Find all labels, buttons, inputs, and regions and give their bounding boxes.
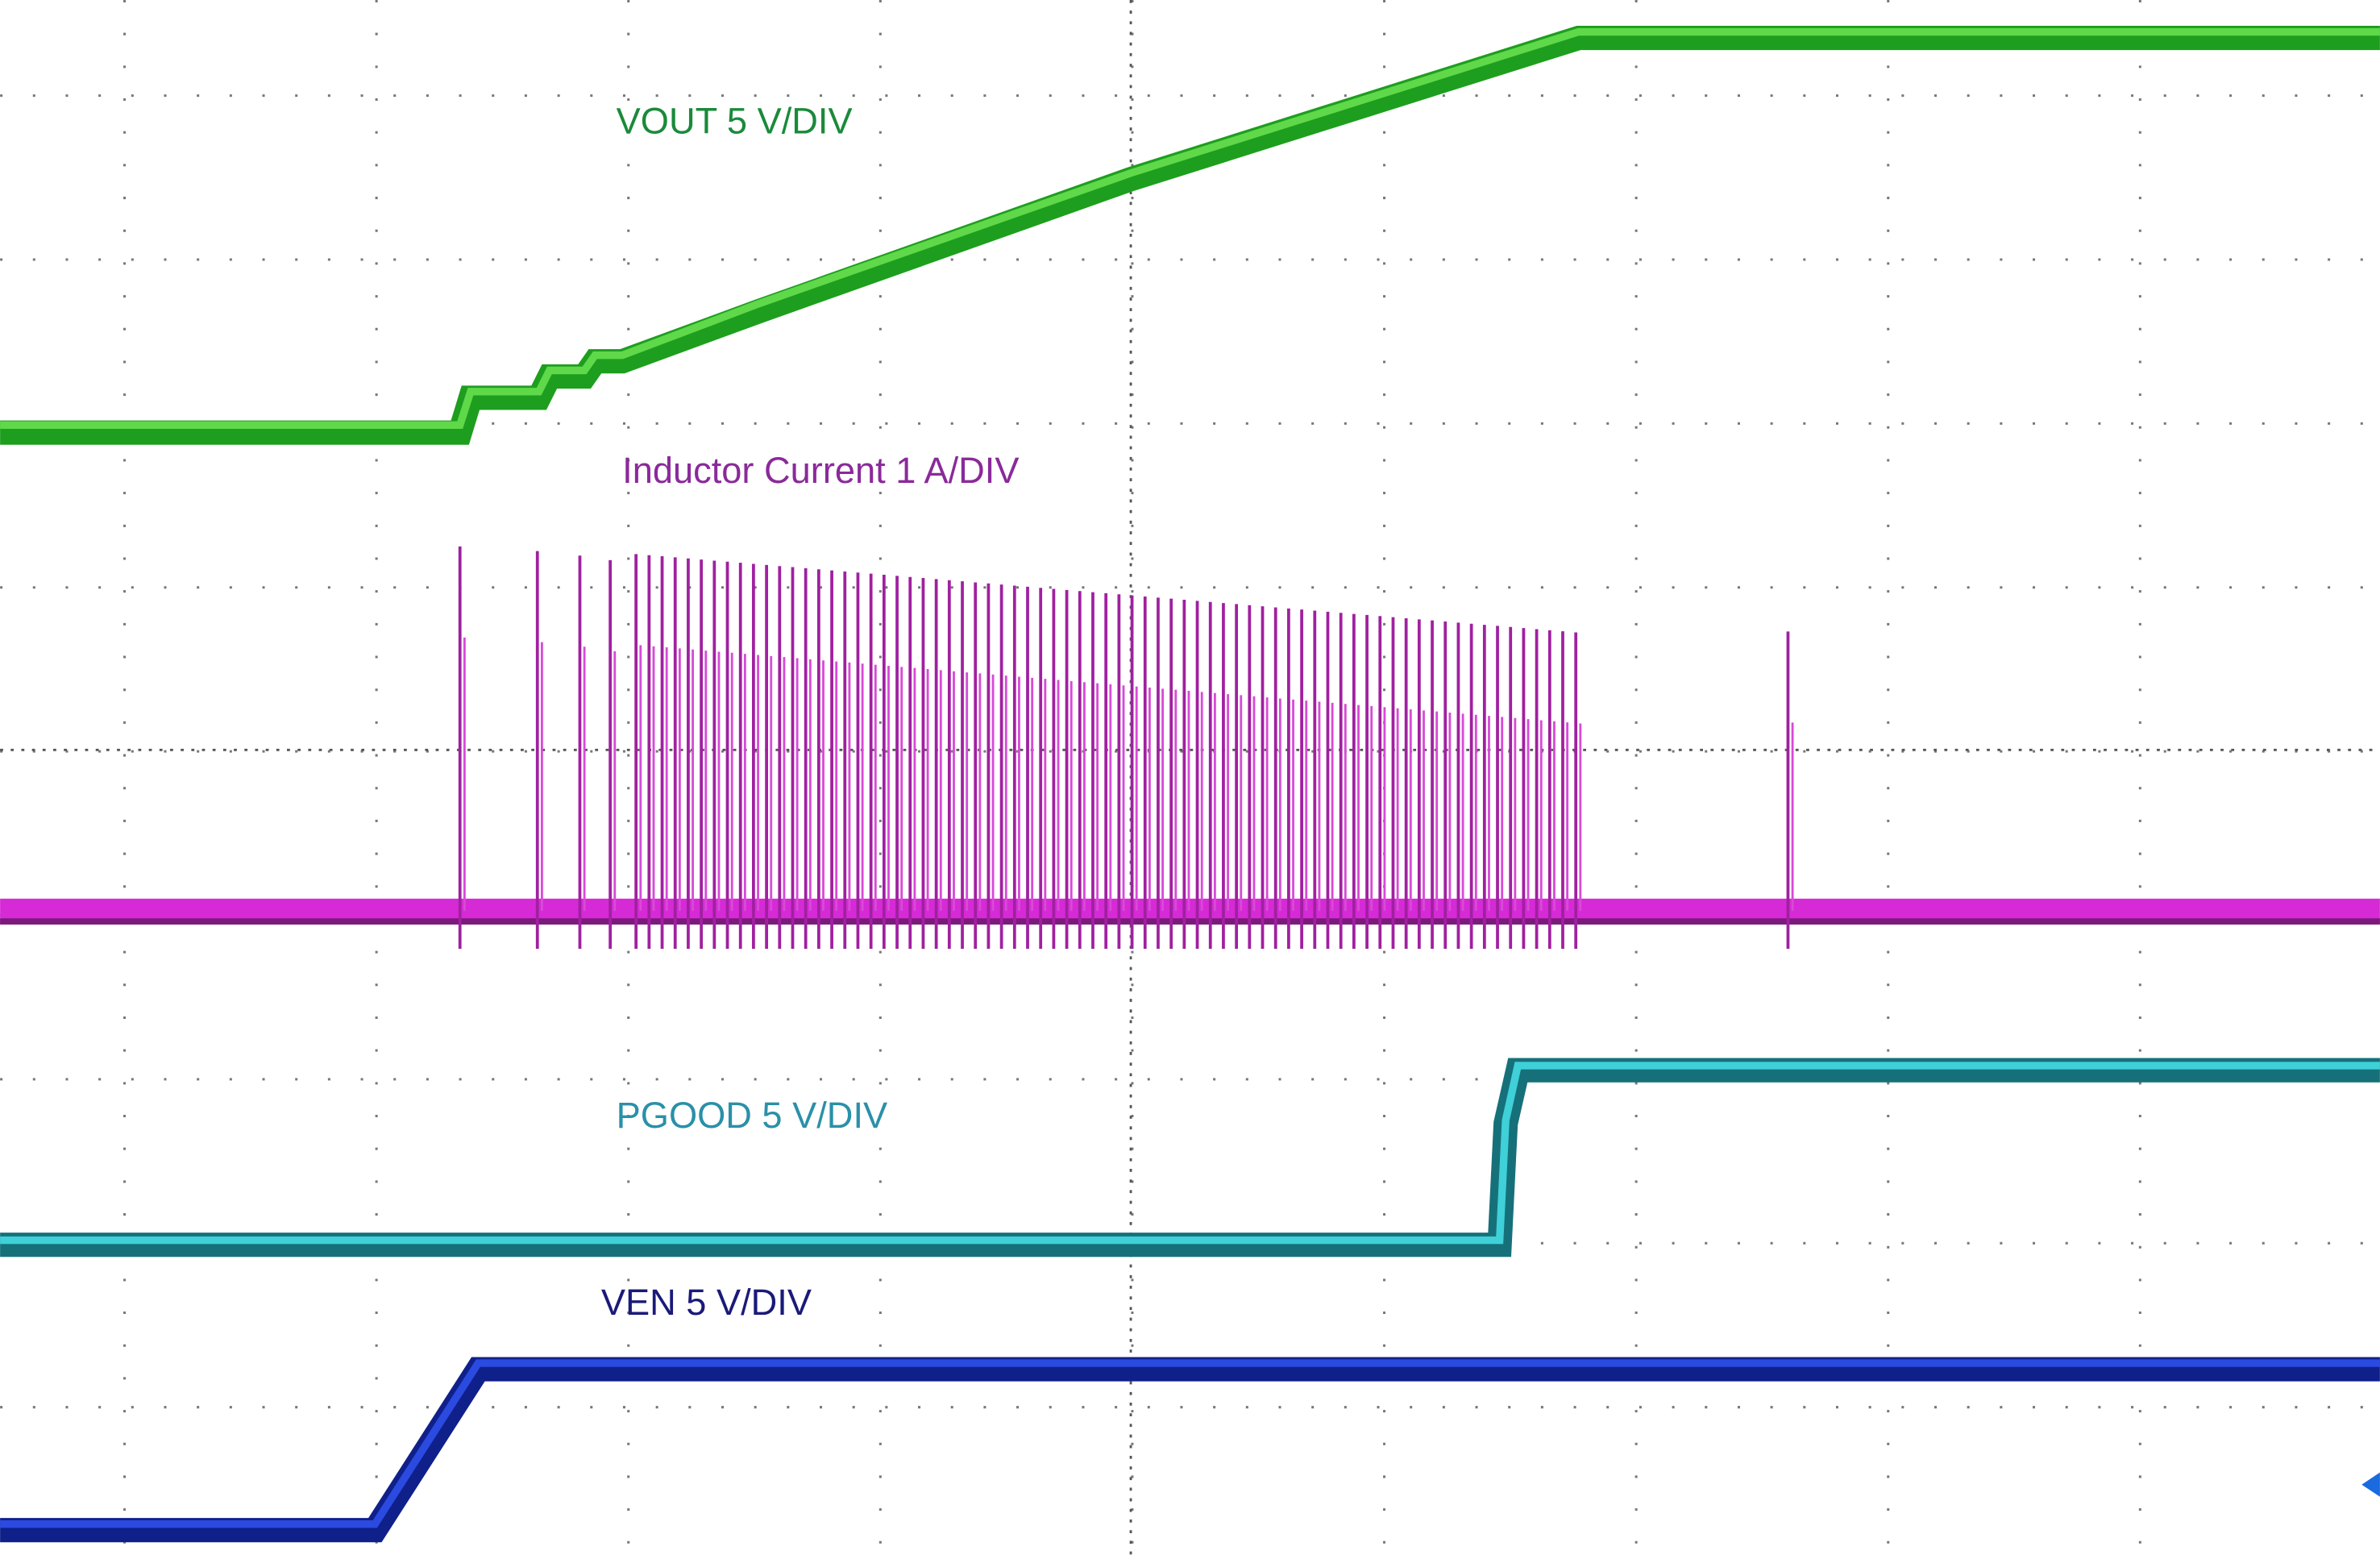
pgood-trace bbox=[0, 1058, 2380, 1258]
pgood-trace-highlight bbox=[0, 1062, 2380, 1245]
trace-label: PGOOD 5 V/DIV bbox=[617, 1095, 887, 1136]
trace-label: VOUT 5 V/DIV bbox=[617, 101, 853, 142]
trace-label: VEN 5 V/DIV bbox=[601, 1282, 812, 1323]
trace-label: Inductor Current 1 A/DIV bbox=[622, 450, 1019, 491]
inductor-pulses bbox=[458, 546, 1794, 949]
ven-trace-highlight bbox=[0, 1359, 2380, 1528]
vout-trace bbox=[0, 26, 2380, 445]
trigger-marker bbox=[2361, 1472, 2380, 1497]
vout-trace-highlight bbox=[0, 27, 2380, 429]
ven-trace bbox=[0, 1357, 2380, 1543]
